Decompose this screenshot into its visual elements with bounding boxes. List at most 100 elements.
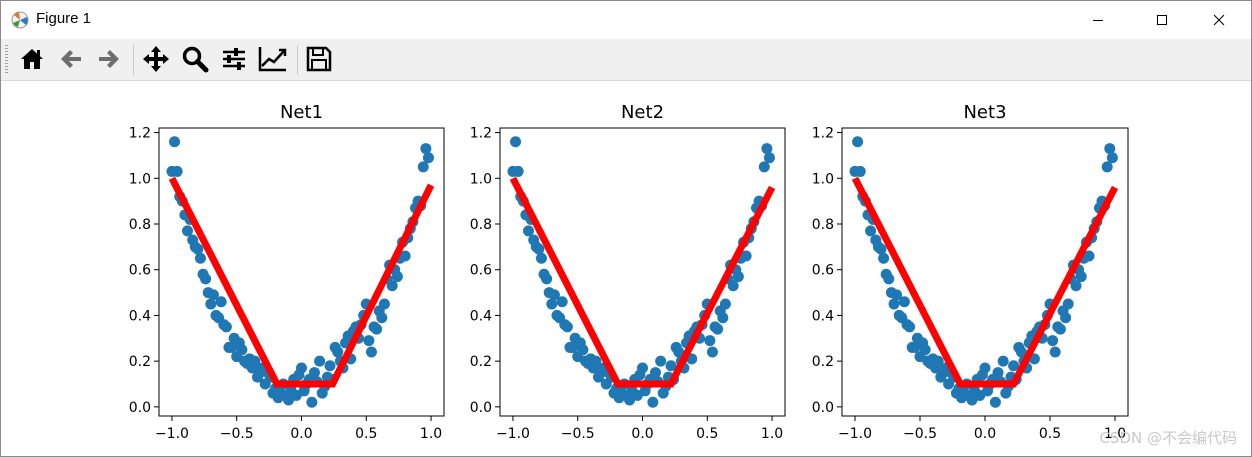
subplot-title: Net2 (621, 102, 664, 123)
minimize-button[interactable] (1066, 1, 1130, 39)
title-bar: Figure 1 (1, 1, 1251, 39)
scatter-point (590, 355, 602, 367)
scatter-point (556, 296, 568, 308)
scatter-point (706, 346, 718, 358)
minimize-icon (1093, 20, 1103, 21)
scatter-point (637, 362, 648, 374)
scatter-point (1060, 312, 1072, 324)
scatter-point (649, 367, 661, 379)
scatter-point (314, 355, 326, 367)
scatter-point (296, 362, 307, 374)
scatter-point (200, 273, 212, 285)
y-tick-label: 1.0 (129, 171, 151, 187)
back-arrow-icon (61, 50, 81, 68)
scatter-point (386, 280, 398, 292)
scatter-point (891, 289, 903, 301)
scatter-point (647, 396, 659, 408)
scatter-point (215, 296, 227, 308)
x-tick-label: 1.0 (420, 426, 442, 442)
sliders-icon (223, 48, 245, 70)
x-tick-label: −1.0 (155, 426, 189, 442)
y-tick-label: 0.6 (129, 263, 151, 279)
scatter-point (207, 289, 219, 301)
save-button[interactable] (303, 43, 335, 75)
scatter-point (888, 298, 900, 310)
scatter-point (1070, 280, 1082, 292)
scatter-point (546, 298, 558, 310)
y-tick-label: 0.2 (470, 354, 492, 370)
scatter-point (740, 250, 752, 262)
scatter-point (420, 143, 432, 155)
scatter-point (205, 298, 217, 310)
scatter-point (422, 152, 434, 164)
scatter-point (1101, 161, 1113, 173)
y-tick-label: 1.2 (812, 126, 834, 142)
x-tick-label: −0.5 (220, 426, 254, 442)
y-tick-label: 0.6 (470, 263, 492, 279)
x-tick-label: −1.0 (496, 426, 530, 442)
toolbar-grip[interactable] (5, 45, 8, 75)
y-tick-label: 0.2 (812, 354, 834, 370)
scatter-point (763, 152, 775, 164)
scatter-point (979, 362, 991, 374)
fit-line (168, 176, 435, 388)
maximize-button[interactable] (1130, 1, 1194, 39)
scatter-point (992, 367, 1004, 379)
forward-arrow-icon (99, 50, 119, 68)
forward-button[interactable] (93, 43, 125, 75)
home-button[interactable] (16, 43, 48, 75)
scatter-point (548, 289, 560, 301)
scatter-point (510, 136, 522, 148)
scatter-point (332, 346, 344, 358)
y-tick-label: 0.8 (470, 217, 492, 233)
y-tick-label: 1.0 (812, 171, 834, 187)
plot-area (166, 136, 435, 408)
watermark: CSDN @不会编代码 (1099, 429, 1237, 447)
home-icon (21, 49, 43, 69)
scatter-point (417, 161, 429, 173)
floppy-disk-icon (306, 46, 332, 72)
scatter-point (194, 252, 206, 264)
scatter-point (712, 323, 724, 335)
y-tick-label: 0.0 (470, 400, 492, 416)
scatter-point (665, 360, 677, 372)
scatter-point (673, 346, 685, 358)
pan-button[interactable] (140, 43, 172, 75)
scatter-point (717, 312, 729, 324)
scatter-point (1049, 346, 1061, 358)
x-tick-label: 0.5 (696, 426, 718, 442)
scatter-point (655, 355, 667, 367)
edit-axis-button[interactable] (257, 43, 289, 75)
subplot-net1: −1.0 −0.5 0.0 0.5 1.0 0.0 0.2 0.4 0.6 0.8 1.0 1.2 Ne… (129, 102, 445, 442)
matplotlib-app-icon (11, 11, 29, 29)
configure-subplots-button[interactable] (218, 43, 250, 75)
y-tick-label: 0.0 (812, 400, 834, 416)
scatter-point (533, 243, 545, 255)
scatter-point (904, 321, 916, 333)
scatter-point (577, 344, 589, 356)
x-tick-label: 1.0 (1104, 426, 1126, 442)
scatter-point (561, 321, 573, 333)
x-tick-label: −1.0 (838, 426, 872, 442)
magnifier-icon (182, 46, 209, 73)
scatter-point (169, 136, 181, 148)
figure-canvas[interactable]: −1.0 −0.5 0.0 0.5 1.0 0.0 0.2 0.4 0.6 0.8 1.0 1.2 Ne… (1, 81, 1251, 456)
y-tick-label: 0.4 (470, 308, 492, 324)
subplot-net3: −1.0 −0.5 0.0 0.5 1.0 0.0 0.2 0.4 0.6 0.8 1.0 1.2 Ne… (812, 102, 1129, 442)
scatter-point (220, 321, 232, 333)
x-tick-label: 0.5 (1039, 426, 1061, 442)
x-tick-label: 1.0 (761, 426, 783, 442)
scatter-point (732, 271, 744, 283)
window-title: Figure 1 (36, 10, 92, 27)
zoom-button[interactable] (179, 43, 211, 75)
close-button[interactable] (1187, 1, 1251, 39)
navigation-toolbar (1, 39, 1251, 81)
close-icon (1213, 14, 1225, 26)
plot-area (849, 136, 1119, 408)
scatter-point (719, 298, 731, 310)
scatter-point (378, 298, 390, 310)
fit-line (851, 176, 1119, 388)
back-button[interactable] (55, 43, 87, 75)
scatter-point (758, 161, 770, 173)
scatter-point (878, 252, 890, 264)
